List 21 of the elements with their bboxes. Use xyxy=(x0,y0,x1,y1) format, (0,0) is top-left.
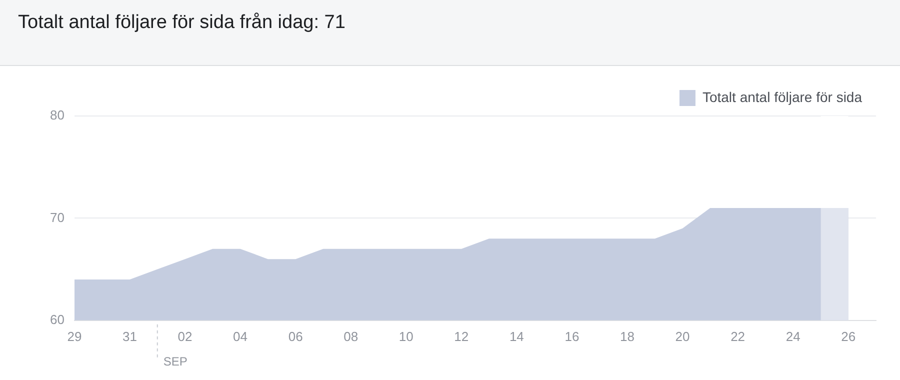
x-tick-label: 10 xyxy=(398,328,414,344)
ref-line-label: SEP xyxy=(163,354,188,369)
chart-title: Totalt antal följare för sida från idag: 71 xyxy=(0,0,900,66)
x-tick-label: 14 xyxy=(509,328,524,344)
x-tick-label: 12 xyxy=(454,328,469,344)
x-tick-label: 02 xyxy=(178,328,192,344)
x-tick-label: 20 xyxy=(675,328,690,344)
x-tick-label: 18 xyxy=(620,328,634,344)
x-tick-label: 26 xyxy=(841,328,856,344)
x-tick-label: 22 xyxy=(730,328,746,344)
y-tick-label: 60 xyxy=(50,312,64,327)
y-tick-label: 70 xyxy=(50,210,64,225)
x-tick-label: 08 xyxy=(344,328,358,344)
x-tick-label: 24 xyxy=(786,328,800,344)
x-tick-label: 16 xyxy=(564,328,580,344)
x-tick-label: 06 xyxy=(288,328,303,344)
x-tick-label: 29 xyxy=(67,328,82,344)
x-tick-label: 04 xyxy=(233,328,248,344)
legend-label: Totalt antal följare för sida xyxy=(702,88,862,105)
y-tick-label: 80 xyxy=(50,108,64,123)
x-tick-label: 31 xyxy=(122,328,137,344)
